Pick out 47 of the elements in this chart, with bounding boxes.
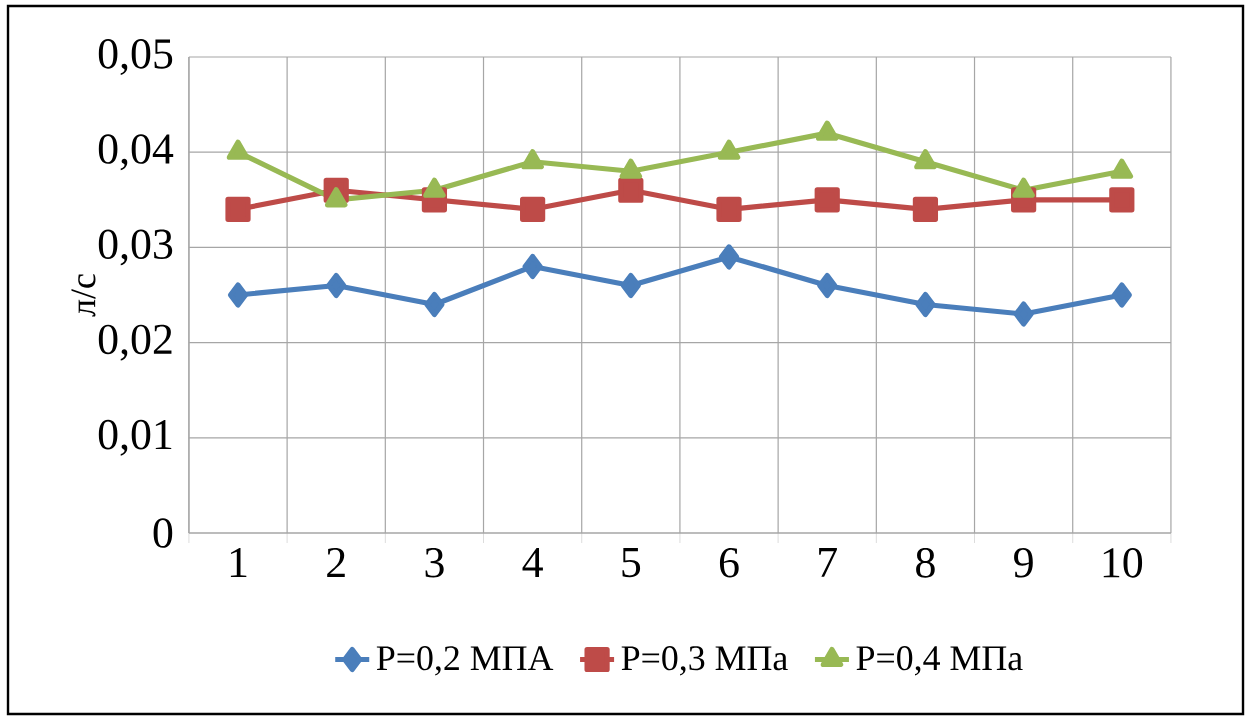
x-tick-label: 1	[230, 548, 247, 577]
point	[718, 244, 740, 270]
point	[815, 120, 839, 141]
point	[423, 177, 446, 198]
x-tick-label: 2	[327, 548, 345, 578]
point	[424, 291, 445, 318]
point	[521, 149, 544, 170]
point	[326, 272, 347, 299]
point	[619, 158, 643, 179]
point	[620, 272, 641, 299]
point	[618, 177, 644, 203]
legend-label: Р=0,4 МПа	[856, 646, 1023, 676]
point	[912, 196, 939, 222]
point	[520, 196, 546, 222]
x-tick-label: 9	[1014, 548, 1033, 578]
point	[225, 196, 251, 222]
point	[717, 139, 741, 160]
y-tick-label: 0,03	[98, 229, 173, 266]
point	[716, 196, 742, 222]
point	[814, 187, 840, 213]
point	[522, 253, 543, 280]
y-tick-label: 0,01	[98, 419, 172, 456]
x-tick-label: 8	[916, 548, 935, 578]
y-tick-label: 0,02	[98, 324, 172, 361]
point	[1012, 177, 1035, 198]
point	[1111, 282, 1132, 308]
x-tick-label: 7	[819, 548, 837, 577]
point	[1110, 158, 1134, 179]
x-tick-label: 10	[1103, 548, 1143, 578]
y-axis-title: л/с	[71, 274, 96, 317]
y-tick-label: 0,04	[98, 134, 174, 171]
point	[914, 149, 937, 170]
x-tick-label: 4	[522, 548, 543, 577]
y-tick-label: 0,05	[98, 39, 173, 75]
point	[915, 291, 936, 318]
point	[227, 282, 249, 308]
point	[324, 187, 348, 208]
point	[1109, 187, 1135, 213]
y-tick-label: 0	[153, 518, 173, 548]
legend-label: Р=0,2 МПА	[376, 646, 554, 676]
point	[817, 272, 838, 299]
point	[226, 139, 250, 160]
x-tick-label: 6	[719, 548, 739, 578]
point	[1013, 301, 1034, 327]
x-tick-label: 5	[622, 548, 641, 578]
legend-label: Р=0,3 МПа	[621, 646, 788, 676]
x-tick-label: 3	[425, 548, 444, 578]
